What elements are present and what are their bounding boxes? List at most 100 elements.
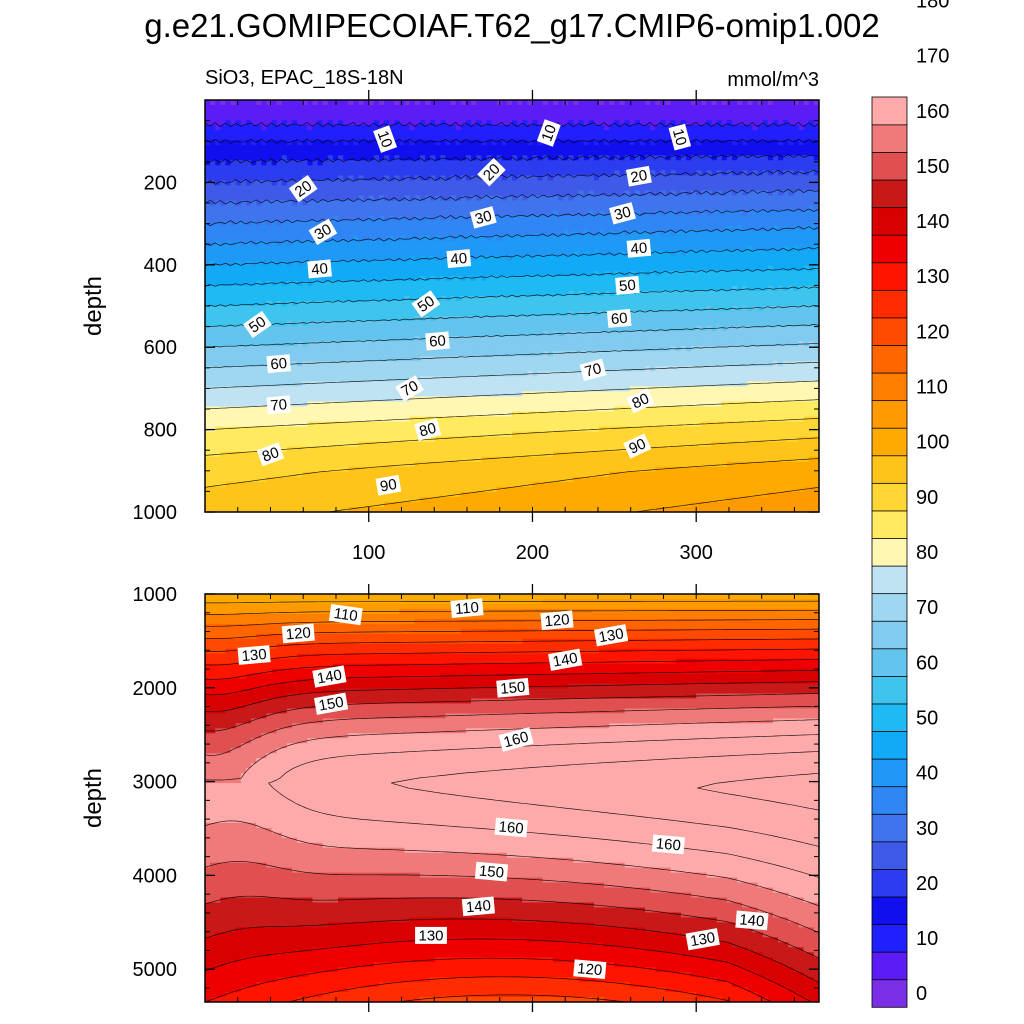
field-cell: [225, 225, 232, 232]
field-cell: [788, 260, 795, 267]
field-cell: [680, 300, 687, 307]
field-cell: [547, 150, 554, 156]
field-cell: [542, 285, 549, 292]
field-cell: [435, 230, 441, 237]
field-cell: [425, 210, 431, 217]
field-cell: [624, 265, 631, 272]
field-cell: [471, 150, 477, 156]
field-cell: [373, 215, 380, 222]
field-cell: [527, 175, 534, 181]
field-cell: [680, 250, 687, 257]
field-cell: [747, 125, 754, 131]
field-cell: [639, 225, 646, 232]
field-cell: [215, 270, 221, 277]
field-cell: [496, 220, 503, 227]
field-cell: [251, 235, 257, 242]
field-cell: [598, 215, 605, 222]
field-cell: [552, 105, 559, 111]
field-cell: [245, 155, 252, 161]
field-cell: [737, 145, 743, 151]
field-cell: [537, 240, 544, 247]
field-cell: [419, 185, 426, 192]
field-cell: [527, 180, 534, 187]
field-cell: [604, 145, 610, 151]
field-cell: [506, 306, 513, 312]
field-cell: [552, 260, 559, 267]
field-cell: [527, 190, 534, 197]
field-cell: [225, 215, 232, 222]
field-cell: [307, 160, 314, 166]
field-cell: [496, 200, 503, 207]
field-cell: [281, 240, 288, 247]
field-cell: [675, 180, 682, 187]
field-cell: [737, 200, 743, 207]
field-cell: [752, 265, 759, 272]
field-cell: [210, 170, 216, 176]
field-cell: [476, 190, 482, 197]
field-cell: [665, 225, 672, 232]
field-cell: [256, 245, 262, 252]
field-cell: [752, 140, 759, 146]
field-cell: [225, 195, 232, 202]
field-cell: [312, 120, 319, 126]
field-cell: [378, 160, 385, 166]
field-cell: [215, 230, 221, 237]
field-cell: [665, 165, 672, 171]
field-cell: [261, 260, 267, 267]
field-cell: [732, 195, 738, 202]
field-cell: [593, 245, 600, 252]
field-cell: [419, 165, 426, 171]
field-cell: [609, 100, 615, 106]
field-cell: [348, 210, 354, 217]
field-cell: [327, 175, 334, 181]
field-cell: [430, 190, 436, 197]
field-cell: [634, 205, 641, 212]
field-cell: [742, 185, 748, 192]
field-cell: [721, 255, 728, 262]
field-cell: [501, 135, 508, 141]
field-cell: [788, 125, 795, 131]
field-cell: [527, 225, 534, 232]
field-cell: [685, 295, 692, 302]
field-cell: [783, 120, 789, 126]
field-cell: [680, 115, 687, 121]
field-cell: [414, 160, 421, 166]
field-cell: [404, 120, 411, 126]
field-cell: [230, 290, 237, 297]
field-cell: [220, 135, 227, 141]
field-cell: [302, 100, 308, 106]
field-cell: [409, 200, 416, 207]
field-cell: [726, 150, 733, 156]
field-cell: [660, 190, 667, 197]
field-cell: [696, 260, 702, 267]
field-cell: [394, 245, 401, 252]
field-cell: [205, 150, 211, 156]
field-cell: [624, 150, 631, 156]
field-cell: [803, 235, 810, 242]
field-cell: [568, 190, 574, 197]
field-cell: [373, 100, 380, 106]
field-cell: [353, 135, 360, 141]
field-cell: [563, 205, 569, 212]
field-cell: [578, 255, 585, 262]
field-cell: [629, 165, 636, 171]
field-cell: [778, 255, 784, 262]
field-cell: [696, 220, 702, 227]
field-cell: [312, 200, 319, 207]
field-cell: [343, 155, 349, 161]
field-cell: [716, 205, 723, 212]
field-cell: [783, 130, 789, 136]
field-cell: [788, 215, 795, 222]
field-cell: [399, 290, 406, 297]
field-cell: [670, 195, 677, 202]
field-cell: [235, 165, 242, 171]
field-cell: [737, 265, 743, 272]
field-cell: [312, 300, 319, 307]
field-cell: [639, 235, 646, 242]
field-cell: [363, 140, 370, 146]
field-cell: [481, 145, 488, 151]
field-cell: [302, 120, 308, 126]
field-cell: [409, 255, 416, 262]
field-cell: [414, 180, 421, 187]
field-cell: [568, 145, 574, 151]
